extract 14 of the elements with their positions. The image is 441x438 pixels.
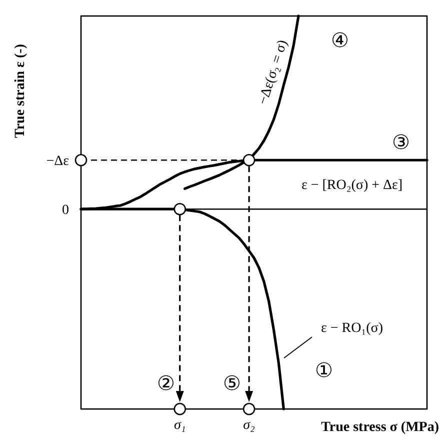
annotation: ε − [RO₂(σ) + Δε] bbox=[301, 178, 403, 193]
x-tick-label: σ₁ bbox=[174, 418, 186, 433]
annotation: ⑤ bbox=[223, 371, 241, 395]
annotation: ε − RO₁(σ) bbox=[321, 320, 384, 336]
annotation: −Δε(σ₂ = σ) bbox=[256, 38, 291, 107]
x-tick-label: σ₂ bbox=[243, 418, 256, 433]
annotation: ① bbox=[315, 358, 333, 382]
y-axis-title: True strain ε (-) bbox=[13, 44, 28, 138]
annotation: ④ bbox=[331, 28, 349, 52]
x-axis-title: True stress σ (MPa) bbox=[321, 420, 440, 435]
annotation: ③ bbox=[392, 130, 410, 154]
ref-line-label: 0 bbox=[62, 203, 69, 218]
annotation: ② bbox=[157, 371, 175, 395]
ref-line-label: −Δε bbox=[46, 154, 70, 170]
